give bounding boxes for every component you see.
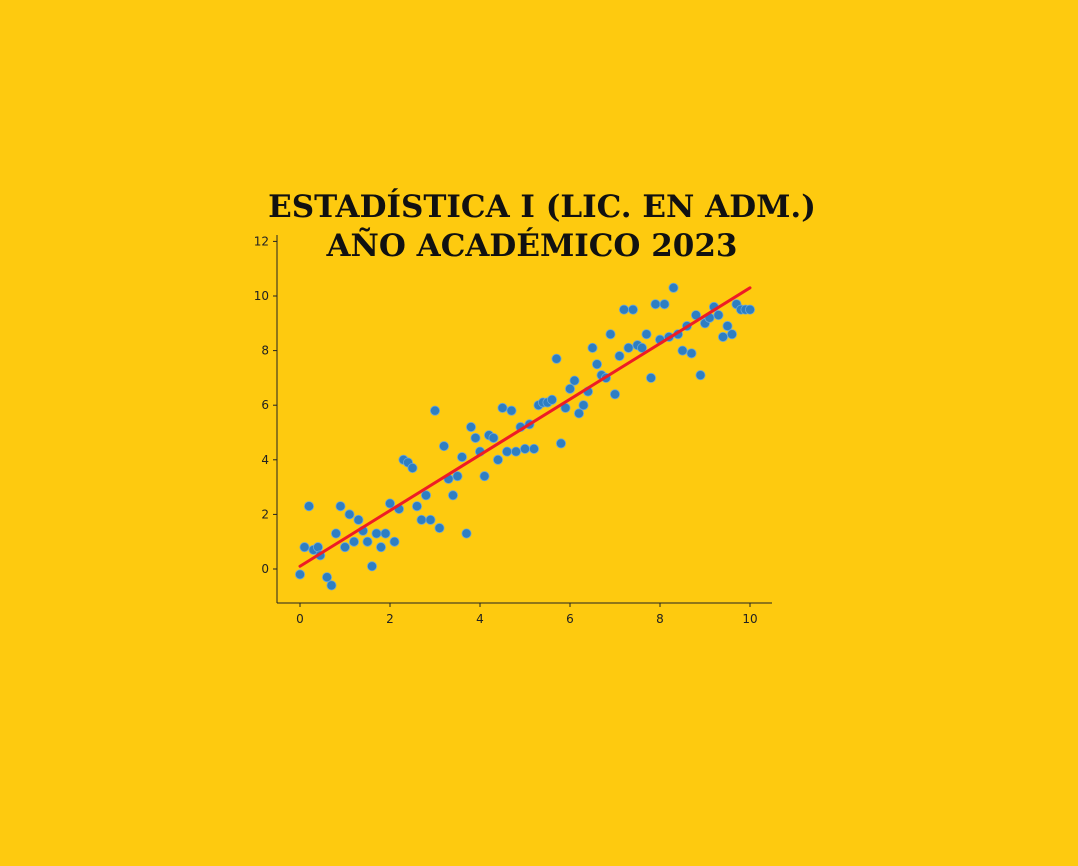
scatter-point <box>569 375 580 386</box>
y-tick-label: 2 <box>261 507 269 521</box>
scatter-point <box>628 304 639 315</box>
scatter-point <box>465 422 476 433</box>
scatter-point <box>438 441 449 452</box>
scatter-point <box>303 501 314 512</box>
scatter-point <box>456 452 467 463</box>
scatter-point <box>429 405 440 416</box>
scatter-point <box>371 528 382 539</box>
scatter-point <box>407 462 418 473</box>
x-tick-label: 8 <box>656 612 664 626</box>
scatter-point <box>353 514 364 525</box>
y-tick-label: 8 <box>261 344 269 358</box>
scatter-point <box>375 542 386 553</box>
y-tick-label: 4 <box>261 453 269 467</box>
scatter-point <box>299 542 310 553</box>
scatter-point <box>452 471 463 482</box>
chart-title-line-2: AÑO ACADÉMICO 2023 <box>325 226 737 264</box>
scatter-point <box>610 389 621 400</box>
scatter-point <box>587 342 598 353</box>
scatter-point <box>637 342 648 353</box>
scatter-point <box>344 509 355 520</box>
scatter-point <box>677 345 688 356</box>
scatter-point <box>506 405 517 416</box>
scatter-point <box>326 580 337 591</box>
scatter-point <box>565 383 576 394</box>
scatter-point <box>614 351 625 362</box>
scatter-point <box>520 443 531 454</box>
scatter-point <box>529 443 540 454</box>
scatter-point <box>605 329 616 340</box>
scatter-point <box>492 454 503 465</box>
scatter-point <box>556 438 567 449</box>
scatter-point <box>461 528 472 539</box>
x-tick-label: 0 <box>296 612 304 626</box>
scatter-point <box>425 514 436 525</box>
y-tick-label: 12 <box>254 234 269 248</box>
scatter-point <box>434 523 445 534</box>
scatter-point <box>339 542 350 553</box>
scatter-point <box>619 304 630 315</box>
scatter-point <box>668 282 679 293</box>
scatter-point <box>362 536 373 547</box>
scatter-point <box>713 310 724 321</box>
scatter-point <box>727 329 738 340</box>
scatter-point <box>447 490 458 501</box>
scatter-point <box>578 400 589 411</box>
scatter-point <box>470 432 481 443</box>
scatter-point <box>659 299 670 310</box>
scatter-point <box>510 446 521 457</box>
scatter-point <box>497 402 508 413</box>
y-tick-label: 0 <box>261 562 269 576</box>
scatter-point <box>411 501 422 512</box>
scatter-point <box>488 432 499 443</box>
scatter-point <box>330 528 341 539</box>
scatter-point <box>384 498 395 509</box>
scatter-point <box>592 359 603 370</box>
scatter-point <box>321 572 332 583</box>
scatter-points <box>294 282 756 591</box>
scatter-point <box>646 372 657 383</box>
scatter-point <box>479 471 490 482</box>
scatter-point <box>547 394 558 405</box>
y-axis-ticks: 0 2 4 6 8 10 12 <box>254 234 277 576</box>
scatter-point <box>722 321 733 332</box>
x-tick-label: 2 <box>386 612 394 626</box>
scatter-point <box>718 331 729 342</box>
scatter-point <box>501 446 512 457</box>
y-tick-label: 10 <box>254 289 269 303</box>
scatter-point <box>686 348 697 359</box>
x-tick-label: 4 <box>476 612 484 626</box>
scatter-point <box>695 370 706 381</box>
chart-title-line-1: ESTADÍSTICA I (LIC. EN ADM.) <box>268 187 816 225</box>
scatter-point <box>389 536 400 547</box>
scatter-point <box>348 536 359 547</box>
x-tick-label: 6 <box>566 612 574 626</box>
scatter-point <box>294 569 305 580</box>
plot-area: 0 2 4 6 8 10 0 2 4 6 8 10 12 <box>254 234 772 626</box>
scatter-point <box>551 353 562 364</box>
x-axis-ticks: 0 2 4 6 8 10 <box>296 603 758 626</box>
scatter-point <box>641 329 652 340</box>
scatter-point <box>650 299 661 310</box>
x-tick-label: 10 <box>742 612 757 626</box>
scatter-point <box>416 514 427 525</box>
scatter-point <box>420 490 431 501</box>
scatter-point <box>335 501 346 512</box>
scatter-point <box>574 408 585 419</box>
scatter-point <box>623 342 634 353</box>
y-tick-label: 6 <box>261 398 269 412</box>
scatter-point <box>380 528 391 539</box>
scatter-point <box>366 561 377 572</box>
scatter-point <box>745 304 756 315</box>
regression-line <box>298 286 752 568</box>
scatter-point <box>312 542 323 553</box>
